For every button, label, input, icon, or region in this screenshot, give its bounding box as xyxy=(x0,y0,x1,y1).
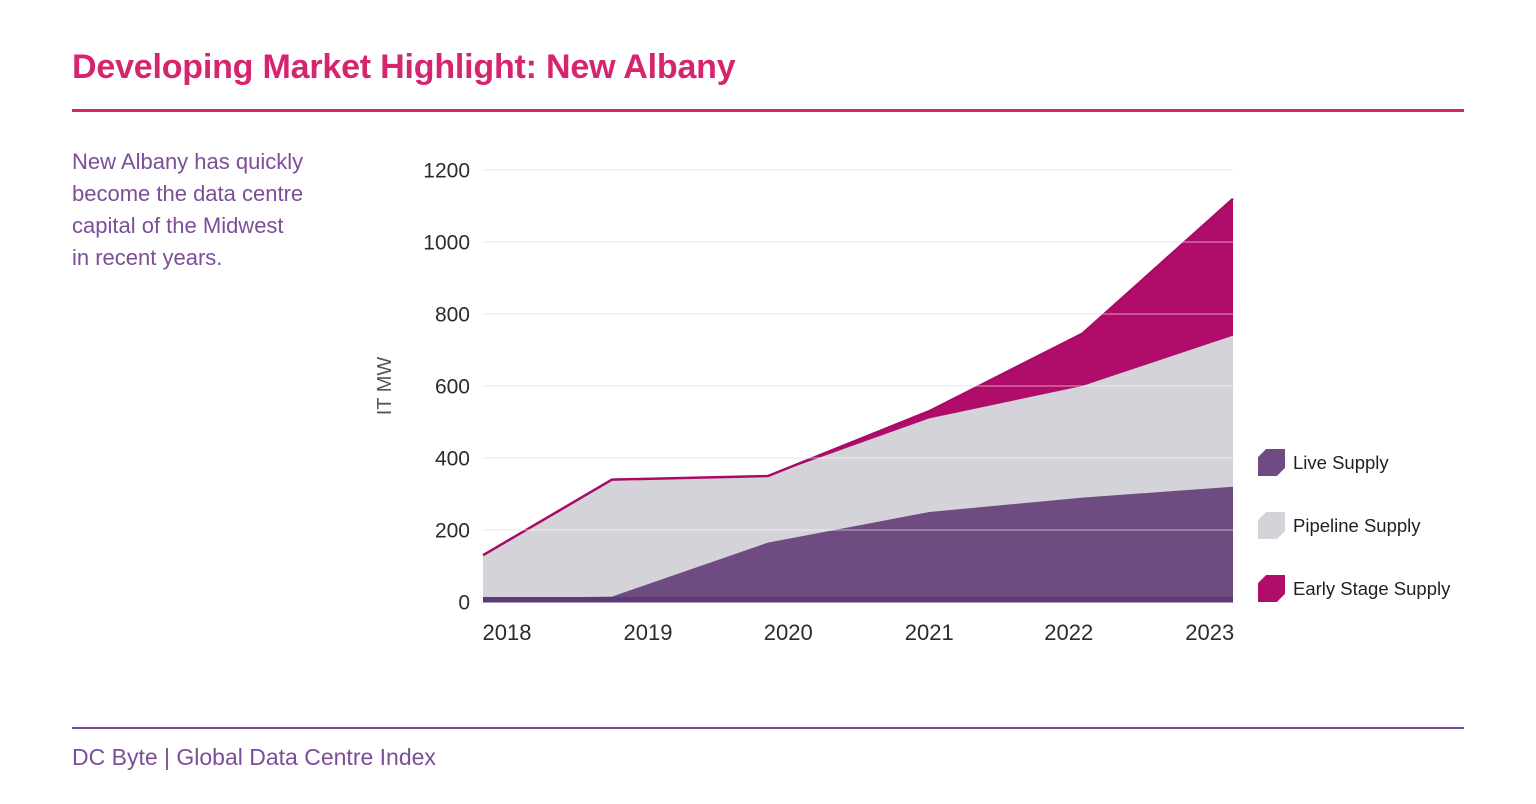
legend-swatch-early-stage-supply xyxy=(1258,575,1285,602)
y-axis-tick-label: 1200 xyxy=(423,160,470,183)
x-axis-tick-label: 2022 xyxy=(1044,620,1093,645)
legend-label-early-stage-supply: Early Stage Supply xyxy=(1293,577,1451,599)
legend-item-live-supply: Live Supply xyxy=(1258,449,1450,476)
y-axis-tick-label: 400 xyxy=(435,448,470,471)
y-axis-tick-label: 1000 xyxy=(423,232,470,255)
page-title: Developing Market Highlight: New Albany xyxy=(72,48,736,86)
x-axis-tick-label: 2019 xyxy=(624,620,673,645)
y-axis-tick-label: 0 xyxy=(458,592,470,615)
legend-item-pipeline-supply: Pipeline Supply xyxy=(1258,512,1450,539)
y-axis-unit-label: IT MW xyxy=(374,357,396,416)
subtitle-line: become the data centre xyxy=(72,181,304,206)
x-axis-tick-label: 2023 xyxy=(1185,620,1234,645)
subtitle-line: in recent years. xyxy=(72,245,223,270)
subtitle-line: capital of the Midwest xyxy=(72,213,284,238)
y-axis-tick-label: 200 xyxy=(435,520,470,543)
baseline-bar xyxy=(483,597,1233,603)
y-axis-tick-label: 800 xyxy=(435,304,470,327)
subtitle-text: New Albany has quickly become the data c… xyxy=(72,146,303,274)
total-supply-line xyxy=(482,197,1234,557)
legend-item-early-stage-supply: Early Stage Supply xyxy=(1258,575,1450,602)
legend-label-pipeline-supply: Pipeline Supply xyxy=(1293,514,1421,536)
x-axis-tick-label: 2018 xyxy=(483,620,532,645)
chart-legend: Live Supply Pipeline Supply Early Stage … xyxy=(1258,449,1450,638)
subtitle-line: New Albany has quickly xyxy=(72,149,304,174)
title-underline-rule xyxy=(72,109,1464,112)
legend-swatch-live-supply xyxy=(1258,449,1285,476)
footer-branding: DC Byte | Global Data Centre Index xyxy=(72,744,436,770)
y-axis-tick-label: 600 xyxy=(435,376,470,399)
legend-label-live-supply: Live Supply xyxy=(1293,451,1389,473)
area-live-supply xyxy=(483,486,1233,602)
x-axis-tick-label: 2020 xyxy=(764,620,813,645)
footer-divider-rule xyxy=(72,727,1464,729)
x-axis-tick-label: 2021 xyxy=(905,620,954,645)
legend-swatch-pipeline-supply xyxy=(1258,512,1285,539)
